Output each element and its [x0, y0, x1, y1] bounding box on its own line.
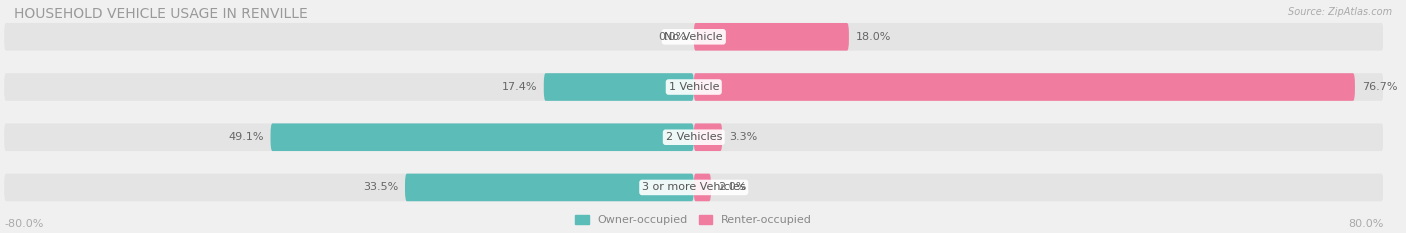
FancyBboxPatch shape [693, 23, 849, 51]
FancyBboxPatch shape [405, 174, 693, 201]
Text: 18.0%: 18.0% [856, 32, 891, 42]
FancyBboxPatch shape [4, 123, 1384, 151]
FancyBboxPatch shape [4, 174, 1384, 201]
FancyBboxPatch shape [693, 174, 711, 201]
Text: 76.7%: 76.7% [1362, 82, 1398, 92]
Text: 80.0%: 80.0% [1348, 219, 1384, 229]
Text: 2 Vehicles: 2 Vehicles [665, 132, 721, 142]
Text: Source: ZipAtlas.com: Source: ZipAtlas.com [1288, 7, 1392, 17]
Text: 33.5%: 33.5% [363, 182, 398, 192]
FancyBboxPatch shape [4, 73, 1384, 101]
Text: 17.4%: 17.4% [502, 82, 537, 92]
Legend: Owner-occupied, Renter-occupied: Owner-occupied, Renter-occupied [575, 215, 813, 225]
Text: 2.0%: 2.0% [718, 182, 747, 192]
Text: 49.1%: 49.1% [228, 132, 264, 142]
Text: 0.0%: 0.0% [658, 32, 688, 42]
Text: 1 Vehicle: 1 Vehicle [668, 82, 718, 92]
Text: No Vehicle: No Vehicle [665, 32, 723, 42]
FancyBboxPatch shape [693, 73, 1355, 101]
FancyBboxPatch shape [544, 73, 693, 101]
FancyBboxPatch shape [270, 123, 693, 151]
FancyBboxPatch shape [4, 23, 1384, 51]
Text: -80.0%: -80.0% [4, 219, 44, 229]
Text: 3.3%: 3.3% [730, 132, 758, 142]
FancyBboxPatch shape [693, 123, 723, 151]
Text: 3 or more Vehicles: 3 or more Vehicles [643, 182, 745, 192]
Text: HOUSEHOLD VEHICLE USAGE IN RENVILLE: HOUSEHOLD VEHICLE USAGE IN RENVILLE [14, 7, 308, 21]
